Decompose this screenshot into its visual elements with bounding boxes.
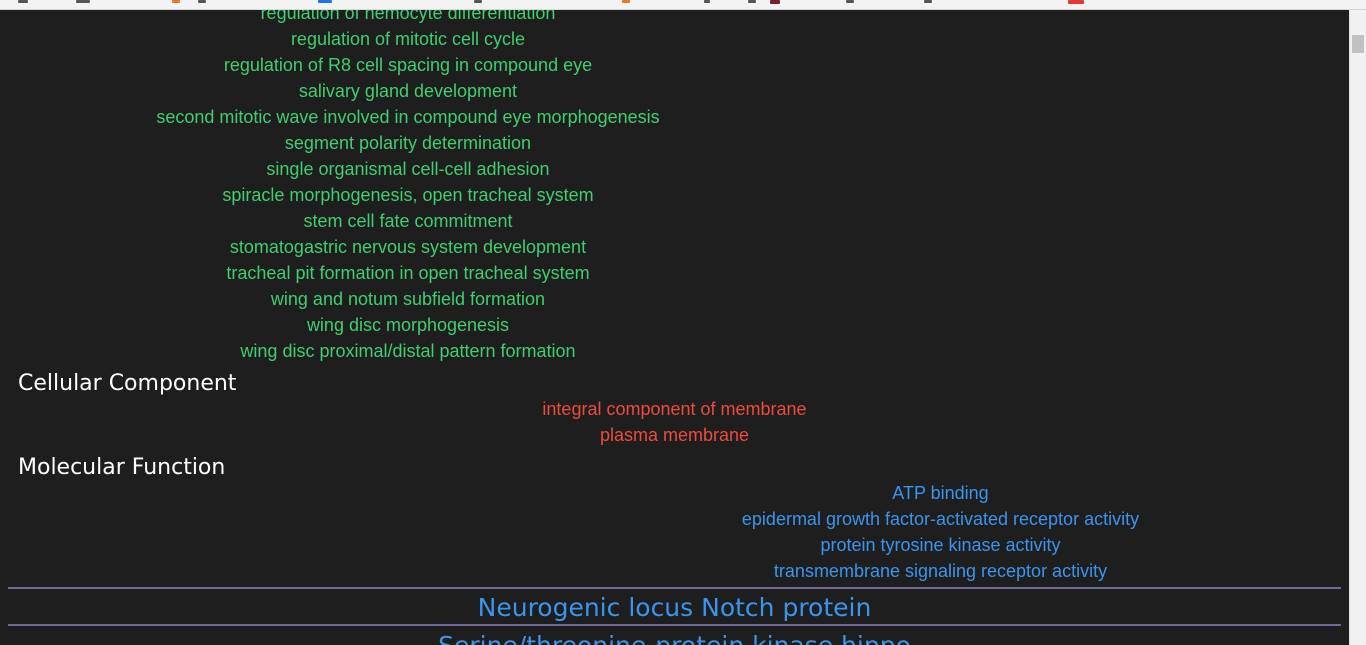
vertical-scrollbar[interactable] [1349, 10, 1366, 645]
biological-process-term[interactable]: second mitotic wave involved in compound… [156, 107, 660, 127]
toolbar-fragment [198, 0, 206, 3]
section-divider [8, 624, 1341, 626]
biological-process-term[interactable]: salivary gland development [298, 81, 518, 101]
section-divider [8, 587, 1341, 589]
biological-process-term[interactable]: segment polarity determination [284, 133, 532, 153]
cellular-component-list: integral component of membrane plasma me… [8, 396, 1341, 448]
toolbar-fragment [748, 0, 756, 3]
scrollbar-thumb[interactable] [1352, 35, 1364, 53]
toolbar-fragment [318, 0, 332, 3]
biological-process-term[interactable]: stomatogastric nervous system developmen… [229, 237, 587, 257]
biological-process-term[interactable]: spiracle morphogenesis, open tracheal sy… [222, 185, 594, 205]
biological-process-term[interactable]: tracheal pit formation in open tracheal … [226, 263, 590, 283]
molecular-function-list: ATP binding epidermal growth factor-acti… [540, 480, 1341, 584]
protein-title[interactable]: Serine/threonine-protein kinase hippo [8, 630, 1341, 645]
biological-process-term[interactable]: regulation of mitotic cell cycle [290, 29, 526, 49]
molecular-function-term[interactable]: epidermal growth factor-activated recept… [741, 509, 1140, 529]
biological-process-term[interactable]: stem cell fate commitment [303, 211, 513, 231]
toolbar-fragment [76, 0, 90, 3]
toolbar-favicon-icon[interactable] [172, 0, 180, 3]
cellular-component-term[interactable]: integral component of membrane [542, 399, 807, 419]
molecular-function-term[interactable]: transmembrane signaling receptor activit… [773, 561, 1108, 581]
toolbar-favicon-icon[interactable] [770, 0, 780, 4]
protein-title[interactable]: Neurogenic locus Notch protein [477, 593, 872, 622]
browser-toolbar-edge [0, 0, 1366, 10]
toolbar-fragment [704, 0, 710, 3]
cellular-component-heading: Cellular Component [18, 371, 237, 396]
biological-process-term[interactable]: wing disc proximal/distal pattern format… [240, 341, 576, 361]
toolbar-fragment [924, 0, 932, 3]
toolbar-favicon-icon[interactable] [622, 0, 630, 3]
biological-process-list: regulation of hemocyte differentiation r… [8, 10, 808, 364]
molecular-function-heading: Molecular Function [18, 455, 226, 480]
biological-process-term[interactable]: wing and notum subfield formation [270, 289, 546, 309]
biological-process-term[interactable]: wing disc morphogenesis [306, 315, 510, 335]
toolbar-fragment [474, 0, 482, 3]
toolbar-favicon-icon[interactable] [1068, 0, 1084, 4]
toolbar-fragment [846, 0, 854, 3]
toolbar-fragment [18, 0, 28, 3]
biological-process-term[interactable]: regulation of hemocyte differentiation [260, 10, 556, 23]
biological-process-term[interactable]: regulation of R8 cell spacing in compoun… [223, 55, 593, 75]
molecular-function-term[interactable]: ATP binding [892, 483, 989, 503]
page-content: regulation of hemocyte differentiation r… [0, 10, 1349, 645]
biological-process-term[interactable]: single organismal cell-cell adhesion [266, 159, 550, 179]
cellular-component-term[interactable]: plasma membrane [599, 425, 750, 445]
molecular-function-term[interactable]: protein tyrosine kinase activity [820, 535, 1061, 555]
